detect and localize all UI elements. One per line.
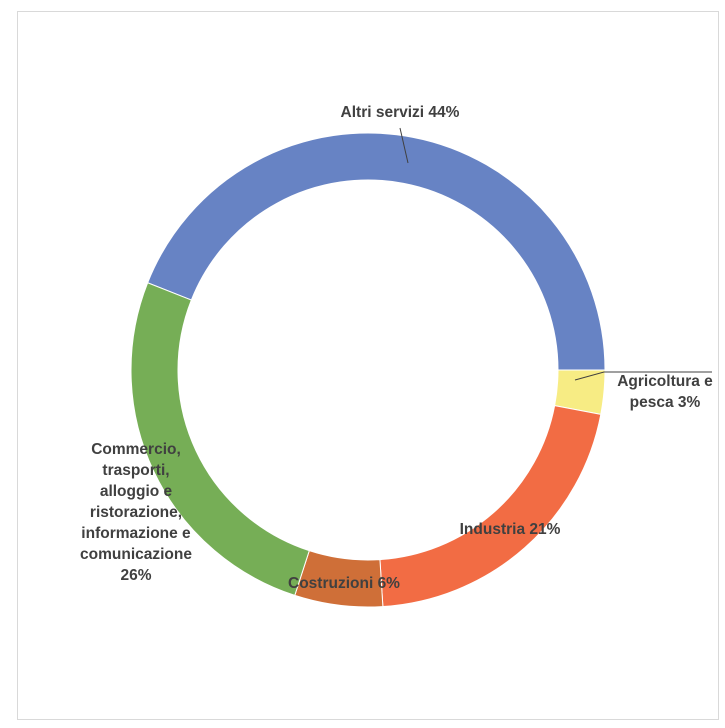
leader-line-agricoltura-e-pesca <box>574 371 712 381</box>
label-commercio-trasporti-alloggio-e-ristorazione-informazione-e-comunicazione-line: 26% <box>120 567 151 584</box>
label-agricoltura-e-pesca-line: Agricoltura e <box>617 373 713 390</box>
labels-layer: Altri servizi 44% Agricoltura e pesca 3% In… <box>80 104 713 592</box>
label-commercio-trasporti-alloggio-e-ristorazione-informazione-e-comunicazione-line: comunicazione <box>80 546 192 563</box>
slice-commercio-trasporti-alloggio-e-ristorazione-informazione-e-comunicazione <box>130 282 310 597</box>
label-agricoltura-e-pesca-line: pesca 3% <box>630 394 701 411</box>
slice-altri-servizi <box>146 132 606 371</box>
label-commercio-trasporti-alloggio-e-ristorazione-informazione-e-comunicazione-line: alloggio e <box>100 483 173 500</box>
label-costruzioni: Costruzioni 6% <box>288 575 400 592</box>
label-altri-servizi: Altri servizi 44% <box>341 104 460 121</box>
label-commercio-trasporti-alloggio-e-ristorazione-informazione-e-comunicazione-line: ristorazione, <box>90 504 182 521</box>
label-commercio-trasporti-alloggio-e-ristorazione-informazione-e-comunicazione: Commercio, trasporti, alloggio e ristorazio… <box>80 441 192 584</box>
slice-industria <box>379 405 602 608</box>
label-industria-line: Industria 21% <box>460 521 561 538</box>
leader-line-altri-servizi <box>399 127 409 164</box>
label-altri-servizi-line: Altri servizi 44% <box>341 104 460 121</box>
label-agricoltura-e-pesca: Agricoltura e pesca 3% <box>617 373 713 411</box>
slices-layer <box>130 132 606 608</box>
label-commercio-trasporti-alloggio-e-ristorazione-informazione-e-comunicazione-line: trasporti, <box>102 462 169 479</box>
label-commercio-trasporti-alloggio-e-ristorazione-informazione-e-comunicazione-line: Commercio, <box>91 441 181 458</box>
label-costruzioni-line: Costruzioni 6% <box>288 575 400 592</box>
label-commercio-trasporti-alloggio-e-ristorazione-informazione-e-comunicazione-line: informazione e <box>81 525 191 542</box>
leaders-layer <box>399 127 712 381</box>
label-industria: Industria 21% <box>460 521 561 538</box>
